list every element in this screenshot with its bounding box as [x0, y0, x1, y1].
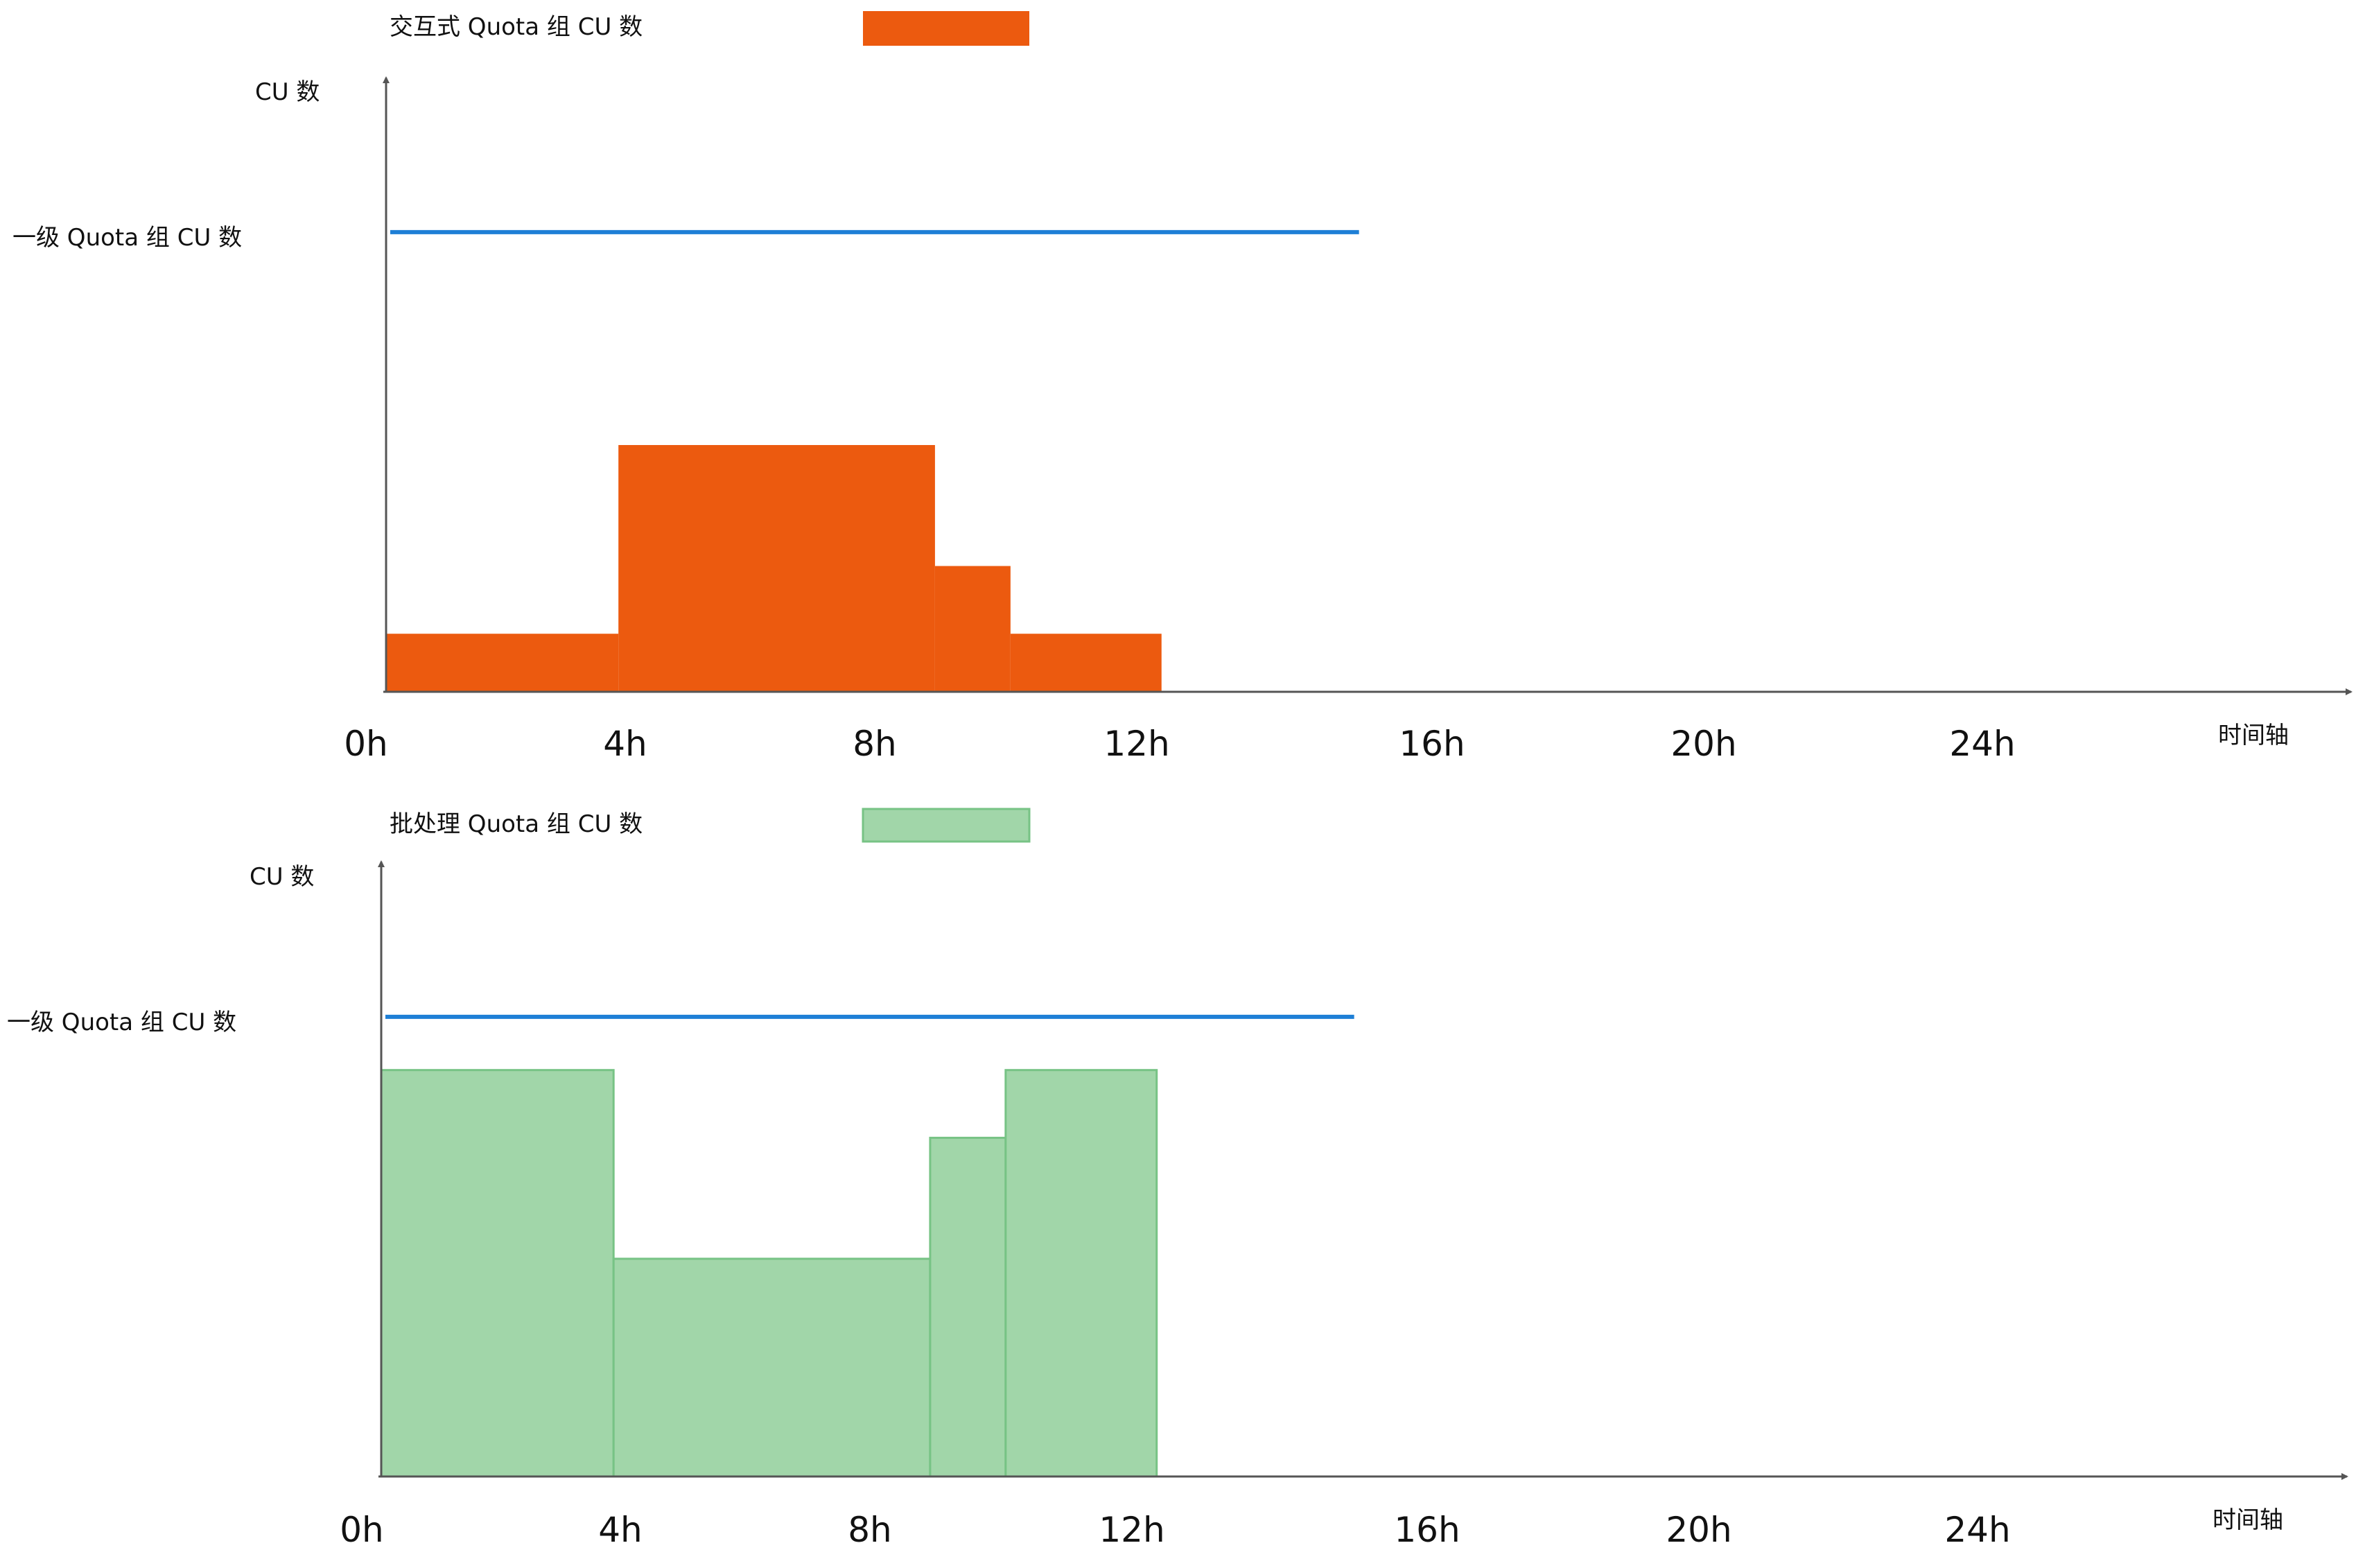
y-axis-label: CU 数 — [250, 863, 314, 891]
x-tick-label: 4h — [603, 724, 647, 764]
legend-label: 批处理 Quota 组 CU 数 — [390, 810, 643, 838]
legend-swatch — [863, 11, 1029, 46]
x-tick-label: 24h — [1949, 724, 2015, 764]
x-tick-label: 16h — [1399, 724, 1465, 764]
step-area — [380, 1069, 1158, 1478]
legend-label: 交互式 Quota 组 CU 数 — [390, 13, 643, 41]
y-axis-label: CU 数 — [255, 78, 320, 106]
x-tick-label: 20h — [1666, 1510, 1731, 1550]
x-axis-label: 时间轴 — [2218, 722, 2289, 749]
x-tick-label: 0h — [344, 724, 388, 764]
x-tick-labels: 0h 4h 8h 12h 16h 20h 24h — [340, 1510, 2010, 1550]
step-segment — [618, 445, 935, 692]
step-segment — [386, 634, 619, 692]
batch-quota-chart: 批处理 Quota 组 CU 数 CU 数 一级 Quota 组 CU 数 时间… — [7, 808, 2348, 1550]
x-tick-label: 4h — [598, 1510, 643, 1550]
x-axis-label: 时间轴 — [2213, 1506, 2283, 1534]
legend-swatch — [862, 808, 1031, 843]
x-tick-label: 0h — [340, 1510, 384, 1550]
x-tick-label: 8h — [848, 1510, 892, 1550]
x-tick-label: 24h — [1944, 1510, 2010, 1550]
step-segment — [1004, 1069, 1158, 1478]
step-segment — [380, 1069, 615, 1478]
interactive-quota-chart: 交互式 Quota 组 CU 数 CU 数 一级 Quota 组 CU 数 时间… — [12, 11, 2353, 764]
x-tick-labels: 0h 4h 8h 12h 16h 20h 24h — [344, 724, 2015, 764]
x-tick-label: 12h — [1099, 1510, 1164, 1550]
x-tick-label: 12h — [1103, 724, 1169, 764]
step-area — [386, 445, 1162, 692]
reference-line-label: 一级 Quota 组 CU 数 — [7, 1009, 236, 1036]
x-tick-label: 8h — [853, 724, 897, 764]
step-segment — [929, 1136, 1007, 1478]
x-tick-label: 16h — [1394, 1510, 1460, 1550]
reference-line-label: 一级 Quota 组 CU 数 — [12, 224, 242, 252]
x-tick-label: 20h — [1670, 724, 1736, 764]
step-segment — [612, 1257, 932, 1478]
step-segment — [934, 566, 1011, 692]
step-segment — [1010, 634, 1162, 692]
